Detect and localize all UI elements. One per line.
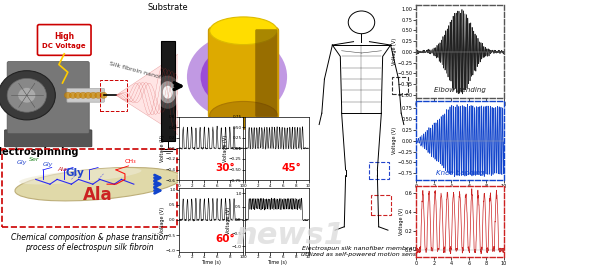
Circle shape — [70, 92, 76, 98]
Text: Gly: Gly — [16, 160, 27, 165]
Text: Substrate: Substrate — [148, 3, 188, 12]
Circle shape — [95, 92, 102, 98]
Text: 30°: 30° — [215, 162, 235, 173]
FancyBboxPatch shape — [67, 89, 105, 102]
FancyBboxPatch shape — [38, 25, 91, 55]
Y-axis label: Voltage (V): Voltage (V) — [223, 135, 228, 162]
Text: Gly: Gly — [43, 162, 53, 167]
X-axis label: Time (s): Time (s) — [201, 260, 221, 265]
Circle shape — [64, 92, 71, 98]
Text: Elbow bending: Elbow bending — [434, 87, 486, 94]
Bar — [371, 195, 391, 215]
Text: The ESP (Electrospun silk piezoelectric)
generator: The ESP (Electrospun silk piezoelectric)… — [186, 5, 301, 16]
Y-axis label: Voltage (V): Voltage (V) — [392, 38, 397, 65]
Ellipse shape — [15, 167, 181, 201]
Text: 60°: 60° — [215, 234, 235, 244]
Ellipse shape — [187, 35, 287, 119]
FancyBboxPatch shape — [208, 28, 279, 118]
Bar — [370, 162, 389, 179]
Circle shape — [74, 92, 82, 98]
Circle shape — [85, 92, 92, 98]
Text: DC Voltage: DC Voltage — [42, 43, 86, 49]
Circle shape — [100, 92, 107, 98]
Text: Electrospinning: Electrospinning — [0, 147, 79, 157]
Text: Knee bending: Knee bending — [436, 170, 485, 176]
Text: 2 cm: 2 cm — [240, 142, 264, 151]
Polygon shape — [116, 54, 178, 135]
Y-axis label: Voltage (V): Voltage (V) — [226, 206, 231, 233]
Ellipse shape — [163, 86, 173, 99]
Text: CH₃: CH₃ — [125, 159, 136, 164]
Text: 45°: 45° — [281, 162, 301, 173]
Ellipse shape — [210, 17, 277, 45]
Circle shape — [0, 71, 55, 120]
X-axis label: Time (s): Time (s) — [267, 260, 287, 265]
Y-axis label: Voltage (V): Voltage (V) — [160, 206, 165, 233]
Ellipse shape — [159, 81, 176, 103]
Ellipse shape — [19, 168, 142, 184]
Text: Chemical composition & phase transition
process of electrospun silk fibroin: Chemical composition & phase transition … — [11, 233, 168, 253]
Text: Gly: Gly — [65, 168, 84, 178]
Text: Electrospun silk nanofiber membrane
utilized as self-powered motion sensor: Electrospun silk nanofiber membrane util… — [301, 246, 422, 257]
Circle shape — [7, 78, 47, 112]
Circle shape — [79, 92, 87, 98]
Ellipse shape — [210, 101, 277, 129]
X-axis label: Time (s): Time (s) — [450, 189, 470, 194]
Ellipse shape — [155, 76, 181, 109]
Y-axis label: Voltage (V): Voltage (V) — [160, 135, 165, 162]
Text: Silk fibroin nanofibers: Silk fibroin nanofibers — [109, 61, 177, 83]
FancyBboxPatch shape — [7, 61, 90, 134]
Ellipse shape — [212, 55, 263, 98]
Text: Ala: Ala — [57, 167, 67, 172]
X-axis label: Time (s): Time (s) — [450, 107, 470, 112]
X-axis label: Time (s): Time (s) — [201, 188, 221, 193]
FancyBboxPatch shape — [4, 130, 92, 147]
FancyBboxPatch shape — [255, 29, 277, 117]
Text: news1: news1 — [235, 221, 345, 250]
Y-axis label: Voltage (V): Voltage (V) — [399, 208, 404, 235]
Y-axis label: Voltage (V): Voltage (V) — [392, 127, 397, 154]
FancyBboxPatch shape — [161, 42, 175, 142]
Circle shape — [18, 88, 36, 103]
Ellipse shape — [201, 46, 273, 108]
Text: Ala: Ala — [83, 186, 113, 204]
Circle shape — [90, 92, 97, 98]
Text: High: High — [54, 32, 74, 41]
Bar — [392, 77, 408, 94]
Text: Ser: Ser — [28, 157, 39, 162]
X-axis label: Time (s): Time (s) — [267, 188, 287, 193]
